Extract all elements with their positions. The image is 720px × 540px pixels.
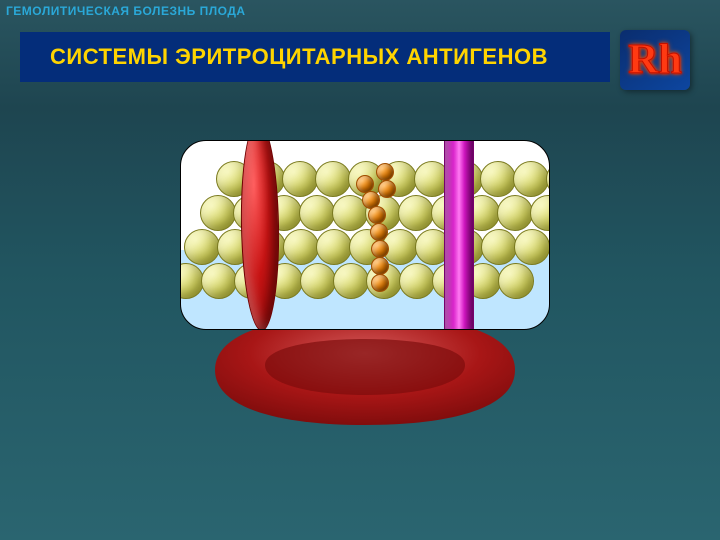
membrane-diagram	[180, 140, 550, 440]
transmembrane-protein-red	[239, 140, 281, 330]
lipid-head	[283, 229, 319, 265]
lipid-head	[498, 263, 534, 299]
glycan-chain	[346, 163, 406, 303]
lipid-head	[530, 195, 550, 231]
lipid-head	[497, 195, 533, 231]
lipid-head	[300, 263, 336, 299]
glycan-bead	[370, 223, 388, 241]
transmembrane-protein-magenta	[444, 140, 474, 330]
lipid-head	[201, 263, 237, 299]
glycan-bead	[371, 257, 389, 275]
title-bar: СИСТЕМЫ ЭРИТРОЦИТАРНЫХ АНТИГЕНОВ	[20, 32, 610, 82]
lipid-head	[480, 161, 516, 197]
slide-topline: ГЕМОЛИТИЧЕСКАЯ БОЛЕЗНЬ ПЛОДА	[6, 4, 246, 18]
title-text: СИСТЕМЫ ЭРИТРОЦИТАРНЫХ АНТИГЕНОВ	[50, 44, 548, 70]
glycan-bead	[371, 240, 389, 258]
lipid-head	[514, 229, 550, 265]
lipid-head	[299, 195, 335, 231]
glycan-bead	[368, 206, 386, 224]
glycan-bead	[376, 163, 394, 181]
glycan-bead	[378, 180, 396, 198]
lipid-head	[200, 195, 236, 231]
lipid-head	[546, 161, 550, 197]
lipid-head	[481, 229, 517, 265]
rh-badge: Rh	[620, 30, 690, 90]
lipid-head	[184, 229, 220, 265]
membrane-card	[180, 140, 550, 330]
rh-badge-text: Rh	[628, 36, 682, 84]
glycan-bead	[371, 274, 389, 292]
lipid-head	[282, 161, 318, 197]
lipid-head	[513, 161, 549, 197]
erythrocyte-cell	[205, 315, 525, 425]
